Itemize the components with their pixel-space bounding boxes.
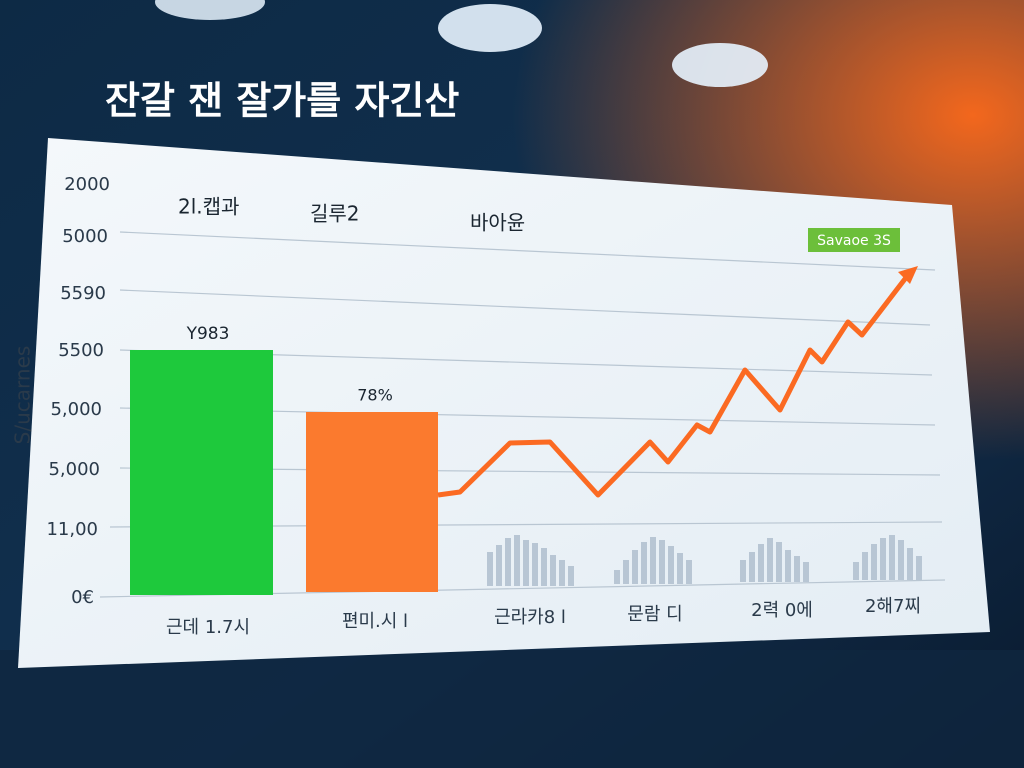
bar-label: Y983: [186, 324, 230, 344]
tick-label: 5590: [60, 283, 106, 304]
category-label: 문람 디: [627, 604, 682, 625]
ceiling-light: [672, 43, 768, 87]
y-axis-label: S/ucarnes: [11, 346, 35, 445]
arrow-head: [898, 266, 918, 284]
category-label: 편미.시 l: [342, 611, 408, 632]
mini-bars: [487, 535, 922, 586]
shelves: [0, 650, 1024, 768]
tick-label: 5,000: [48, 459, 100, 480]
header-label: 길루2: [310, 202, 360, 226]
category-label: 근데 1.7시: [166, 617, 250, 638]
badge-text: Savaoe 3S: [817, 233, 891, 249]
bar: [130, 350, 273, 595]
title: 잔갈 잰 잘가를 자긴산: [105, 79, 459, 123]
ceiling-light: [438, 4, 542, 52]
badge: [808, 228, 900, 252]
tick-label: 5000: [62, 226, 108, 247]
tick-label: 5500: [58, 340, 104, 361]
bar-label: 78%: [357, 386, 393, 405]
tick-label: 2000: [64, 174, 110, 195]
trend-line: [437, 273, 910, 498]
tick-label: 5,000: [50, 399, 102, 420]
header-label: 2l.캡과: [178, 195, 239, 219]
header-label: 바아윤: [470, 211, 525, 235]
category-label: 2해7찌: [865, 596, 921, 617]
tick-label: 11,00: [46, 519, 98, 540]
tick-label: 0€: [71, 587, 94, 608]
bar: [306, 412, 438, 592]
ceiling-light: [155, 0, 265, 20]
category-label: 2력 0에: [751, 600, 813, 621]
category-label: 근라카8 l: [494, 607, 566, 628]
